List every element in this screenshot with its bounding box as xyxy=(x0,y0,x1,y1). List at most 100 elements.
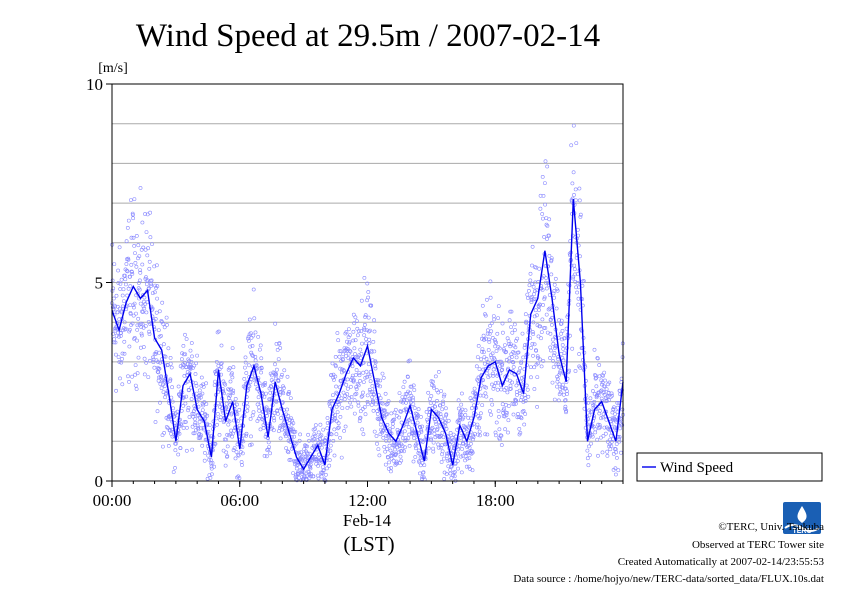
sample-point xyxy=(441,402,446,406)
sample-point xyxy=(182,420,187,424)
sample-point xyxy=(222,381,227,386)
sample-point xyxy=(258,427,263,432)
sample-point xyxy=(491,314,496,319)
sample-point xyxy=(617,439,622,444)
sample-point xyxy=(135,338,139,343)
sample-point xyxy=(355,360,360,365)
sample-point xyxy=(470,437,475,442)
sample-point xyxy=(461,415,466,420)
sample-point xyxy=(477,433,482,438)
sample-point xyxy=(312,455,317,459)
sample-point xyxy=(544,286,549,291)
sample-point xyxy=(465,456,470,461)
sample-point xyxy=(540,317,545,322)
sample-point xyxy=(153,420,158,424)
sample-point xyxy=(382,408,387,413)
sample-point xyxy=(195,353,200,358)
sample-point xyxy=(525,292,530,297)
sample-point xyxy=(599,396,604,401)
sample-point xyxy=(389,411,394,416)
sample-point xyxy=(552,295,557,300)
sample-point xyxy=(426,446,431,451)
sample-point xyxy=(334,390,339,395)
sample-point xyxy=(278,386,282,391)
sample-point xyxy=(252,316,257,321)
sample-point xyxy=(129,262,134,267)
sample-point xyxy=(480,347,485,352)
sample-point xyxy=(483,313,488,318)
sample-point xyxy=(479,336,484,341)
sample-point xyxy=(118,376,122,381)
sample-point xyxy=(159,374,164,379)
sample-point xyxy=(339,455,344,460)
x-tick-label: 18:00 xyxy=(476,491,515,510)
sample-point xyxy=(544,312,549,317)
sample-point xyxy=(377,453,382,458)
sample-point xyxy=(231,391,235,396)
sample-point xyxy=(367,337,372,342)
sample-point xyxy=(406,425,411,429)
sample-point xyxy=(286,450,291,455)
sample-point xyxy=(410,427,415,432)
sample-point xyxy=(160,444,165,449)
sample-point xyxy=(585,448,590,453)
sample-point xyxy=(413,455,418,459)
sample-point xyxy=(467,421,472,426)
sample-point xyxy=(295,478,299,483)
sample-point xyxy=(463,458,468,463)
sample-point xyxy=(288,396,293,401)
sample-point xyxy=(299,457,304,462)
sample-point xyxy=(206,453,211,458)
sample-point xyxy=(418,471,422,476)
sample-point xyxy=(515,392,519,397)
sample-point xyxy=(142,295,147,300)
sample-point xyxy=(552,282,557,287)
sample-point xyxy=(504,385,509,390)
sample-point xyxy=(179,423,184,428)
sample-point xyxy=(132,243,137,248)
sample-point xyxy=(540,174,545,179)
sample-point xyxy=(558,370,562,375)
sample-point xyxy=(228,393,233,398)
sample-point xyxy=(597,411,602,416)
sample-point xyxy=(363,412,368,417)
sample-point xyxy=(363,313,368,318)
sample-point xyxy=(247,384,252,389)
sample-point xyxy=(367,329,371,334)
sample-point xyxy=(189,341,194,345)
sample-point xyxy=(451,438,456,443)
sample-point xyxy=(404,400,409,405)
sample-point xyxy=(504,413,509,418)
sample-point xyxy=(204,402,209,406)
sample-point xyxy=(248,380,253,385)
sample-point xyxy=(352,398,357,403)
sample-point xyxy=(367,341,372,346)
sample-point xyxy=(171,406,176,411)
sample-point xyxy=(341,352,346,357)
sample-point xyxy=(550,380,555,385)
sample-point xyxy=(509,325,514,330)
sample-point xyxy=(495,331,500,336)
sample-point xyxy=(155,409,160,414)
sample-point xyxy=(168,378,173,383)
sample-point xyxy=(342,428,347,433)
sample-point xyxy=(378,396,383,401)
sample-point xyxy=(328,443,333,448)
sample-point xyxy=(259,416,264,421)
sample-point xyxy=(422,463,427,468)
sample-point xyxy=(291,421,296,426)
sample-point xyxy=(182,395,186,400)
sample-point xyxy=(152,290,157,295)
sample-point xyxy=(284,446,289,451)
sample-point xyxy=(606,439,610,444)
sample-point xyxy=(492,384,497,389)
sample-point xyxy=(240,463,244,467)
sample-point xyxy=(276,378,281,383)
sample-point xyxy=(181,426,186,430)
sample-point xyxy=(321,427,326,432)
sample-point xyxy=(508,378,512,383)
sample-point xyxy=(542,234,547,239)
sample-point xyxy=(387,427,392,432)
sample-point xyxy=(560,343,565,347)
sample-point xyxy=(509,309,514,314)
